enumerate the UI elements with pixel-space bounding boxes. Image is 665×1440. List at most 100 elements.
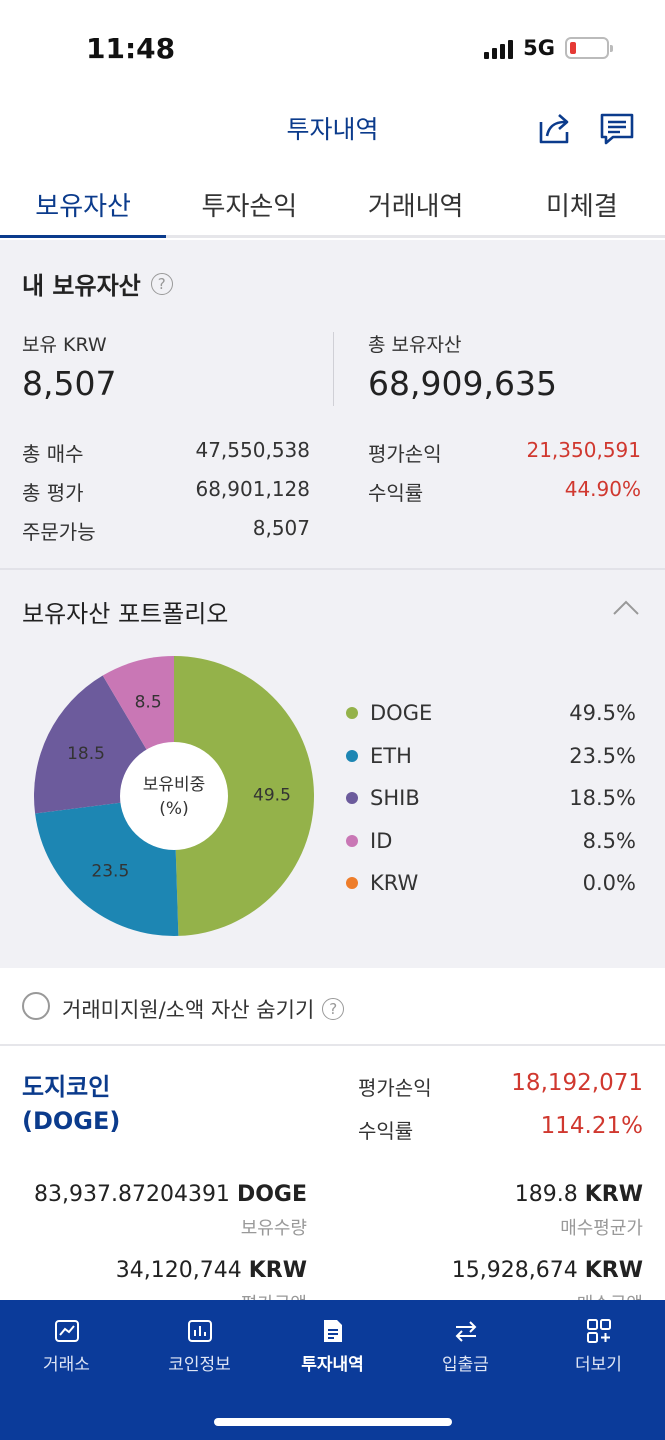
nav-coin-info-label: 코인정보 <box>168 1355 231 1375</box>
avg-buy-price-label: 매수평균가 <box>560 1218 643 1239</box>
coin-name-korean: 도지코인 <box>22 1073 111 1101</box>
tab-holdings[interactable]: 보유자산 <box>0 170 167 238</box>
legend-value: 0.0% <box>582 871 636 896</box>
document-icon <box>323 1320 342 1342</box>
legend-dot <box>346 749 358 762</box>
legend-item-krw: KRW 0.0% <box>346 862 636 905</box>
chevron-up-icon[interactable] <box>611 596 641 620</box>
section-divider <box>0 568 665 570</box>
summary-title-text: 내 보유자산 <box>22 272 141 300</box>
portfolio-title: 보유자산 포트폴리오 <box>22 600 229 628</box>
krw-value: 8,507 <box>22 364 117 403</box>
legend-name: ETH <box>370 743 412 768</box>
nav-investments-label: 투자내역 <box>301 1355 364 1375</box>
help-icon[interactable]: ? <box>322 998 345 1020</box>
hide-small-assets-row[interactable]: 거래미지원/소액 자산 숨기기 ? <box>0 968 665 1046</box>
legend-name: KRW <box>370 871 419 896</box>
portfolio-legend: DOGE 49.5% ETH 23.5% SHIB 18.5% ID 8.5% KRW 0.0% <box>346 692 636 905</box>
legend-item-doge: DOGE 49.5% <box>346 692 636 735</box>
signal-icon <box>484 37 514 59</box>
coin-symbol: (DOGE) <box>22 1107 121 1135</box>
nav-more[interactable]: 더보기 <box>532 1318 665 1375</box>
legend-item-shib: SHIB 18.5% <box>346 777 636 820</box>
nav-deposit-withdraw-label: 입출금 <box>442 1355 489 1375</box>
bottom-nav: 거래소 코인정보 투자내역 입출금 더보기 <box>0 1300 665 1440</box>
donut-hole <box>120 742 228 850</box>
nav-more-label: 더보기 <box>575 1355 622 1375</box>
transfer-icon <box>455 1321 476 1342</box>
app-header: 투자내역 <box>0 100 665 156</box>
holding-quantity-value: 83,937.87204391 <box>33 1182 230 1207</box>
krw-label: 보유 KRW <box>22 334 107 356</box>
return-rate-value: 44.90% <box>564 477 641 501</box>
legend-dot <box>346 834 358 847</box>
status-bar: 11:48 5G <box>0 0 665 100</box>
donut-center-label: 보유비중 <box>143 775 206 795</box>
chart-area-icon <box>54 1320 79 1342</box>
available-label: 주문가능 <box>22 520 96 544</box>
divider <box>333 332 334 406</box>
network-type: 5G <box>523 36 555 60</box>
tab-open-orders[interactable]: 미체결 <box>545 192 618 222</box>
bar-chart-icon <box>187 1320 212 1342</box>
pie-label-id: 8.5 <box>135 692 162 712</box>
holdings-summary: 내 보유자산 ? 보유 KRW 8,507 총 보유자산 68,909,635 … <box>0 240 665 568</box>
buy-amount: 15,928,674 KRW <box>452 1258 643 1283</box>
total-assets-value: 68,909,635 <box>368 364 557 403</box>
message-icon[interactable] <box>597 108 637 148</box>
legend-dot <box>346 792 358 805</box>
legend-name: SHIB <box>370 786 420 811</box>
nav-deposit-withdraw[interactable]: 입출금 <box>399 1318 532 1375</box>
legend-value: 8.5% <box>582 828 636 853</box>
avg-buy-price: 189.8 KRW <box>515 1182 643 1207</box>
legend-dot <box>346 877 358 890</box>
total-assets-label: 총 보유자산 <box>368 334 462 356</box>
coin-pnl-value: 18,192,071 <box>511 1070 643 1096</box>
portfolio-donut-chart: 49.5 23.5 18.5 8.5 보유비중 (%) <box>34 656 315 936</box>
coin-pnl-label: 평가손익 <box>358 1076 432 1100</box>
nav-exchange-label: 거래소 <box>43 1355 90 1375</box>
legend-item-eth: ETH 23.5% <box>346 735 636 778</box>
summary-title: 내 보유자산 ? <box>22 266 173 301</box>
hide-small-assets-radio[interactable] <box>22 992 50 1020</box>
help-icon[interactable]: ? <box>150 272 173 295</box>
total-eval-label: 총 평가 <box>22 481 84 505</box>
status-indicators: 5G <box>484 36 613 60</box>
coin-rate-value: 114.21% <box>540 1113 643 1139</box>
battery-icon <box>565 37 613 59</box>
legend-value: 23.5% <box>569 743 636 768</box>
available-value: 8,507 <box>252 516 310 540</box>
home-indicator <box>214 1418 452 1426</box>
legend-name: ID <box>370 828 393 853</box>
hide-small-assets-label: 거래미지원/소액 자산 숨기기 ? <box>62 994 345 1024</box>
coin-rate-label: 수익률 <box>358 1119 414 1143</box>
pie-label-shib: 18.5 <box>67 744 105 764</box>
coin-card[interactable]: 도지코인 (DOGE) 평가손익 18,192,071 수익률 114.21% … <box>0 1048 665 1315</box>
pie-label-eth: 23.5 <box>91 862 129 882</box>
share-icon[interactable] <box>535 108 575 148</box>
tab-profit-loss[interactable]: 투자손익 <box>201 192 298 222</box>
pie-label-doge: 49.5 <box>253 785 291 805</box>
return-rate-label: 수익률 <box>368 481 424 505</box>
pie-slice-doge <box>174 656 315 936</box>
legend-dot <box>346 707 358 720</box>
donut-center-unit: (%) <box>159 799 188 819</box>
hide-small-assets-text: 거래미지원/소액 자산 숨기기 <box>62 998 315 1022</box>
page-title: 투자내역 <box>286 115 379 144</box>
nav-exchange[interactable]: 거래소 <box>0 1318 133 1375</box>
coin-name[interactable]: 도지코인 (DOGE) <box>22 1070 120 1138</box>
nav-investments[interactable]: 투자내역 <box>266 1318 399 1375</box>
tab-transactions[interactable]: 거래내역 <box>367 192 464 222</box>
legend-value: 49.5% <box>569 701 636 726</box>
eval-amount-value: 34,120,744 <box>115 1258 242 1283</box>
tab-bar: 보유자산 투자손익 거래내역 미체결 <box>0 170 665 238</box>
eval-amount-unit: KRW <box>248 1258 307 1283</box>
total-buy-value: 47,550,538 <box>195 438 310 462</box>
total-buy-label: 총 매수 <box>22 442 84 466</box>
legend-item-id: ID 8.5% <box>346 820 636 863</box>
holdings-section: 내 보유자산 ? 보유 KRW 8,507 총 보유자산 68,909,635 … <box>0 240 665 968</box>
eval-pnl-value: 21,350,591 <box>526 438 641 462</box>
avg-buy-price-unit: KRW <box>584 1182 643 1207</box>
avg-buy-price-value: 189.8 <box>514 1182 578 1207</box>
nav-coin-info[interactable]: 코인정보 <box>133 1318 266 1375</box>
